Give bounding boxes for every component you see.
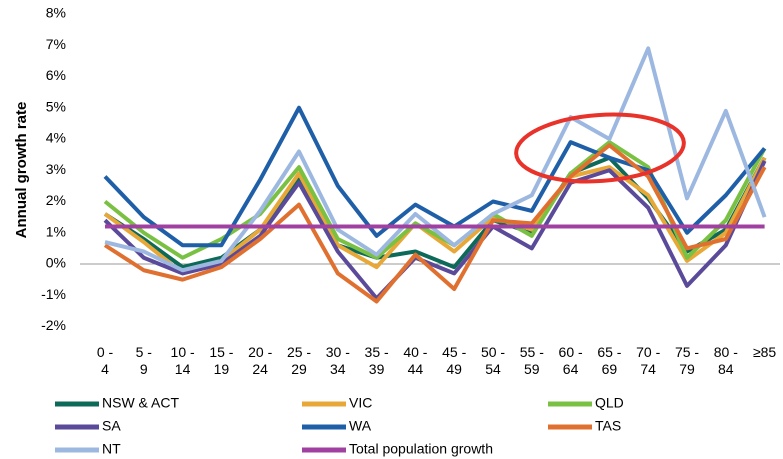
legend-label: SA bbox=[102, 418, 121, 434]
x-tick-label: 10 - 14 bbox=[170, 344, 195, 377]
legend-label: Total population growth bbox=[349, 441, 493, 457]
y-axis-label: Annual growth rate bbox=[13, 102, 30, 239]
legend-label: NT bbox=[102, 441, 121, 457]
series-line bbox=[103, 143, 767, 304]
legend-label: TAS bbox=[595, 418, 621, 434]
y-tick-label: 6% bbox=[46, 67, 66, 83]
y-tick-label: 2% bbox=[46, 192, 66, 208]
x-tick-label: 75 - 79 bbox=[674, 344, 700, 377]
x-tick-label: 0 - 4 bbox=[96, 344, 114, 377]
x-tick-label: 35 - 39 bbox=[364, 344, 389, 377]
plot-area: -2% -1% 0% 1% 2% 3% 4% 5% 6% 7% 8% bbox=[41, 5, 780, 333]
y-tick-label: 7% bbox=[46, 36, 66, 52]
x-tick-label: 60 - 64 bbox=[558, 344, 583, 377]
x-tick-label: 15 - 19 bbox=[209, 344, 234, 377]
legend-label: NSW & ACT bbox=[102, 395, 179, 411]
y-tick-label: 5% bbox=[46, 98, 66, 114]
y-tick-label: -1% bbox=[41, 286, 66, 302]
x-tick-label: 70 - 74 bbox=[636, 344, 661, 377]
y-tick-label: 4% bbox=[46, 130, 66, 146]
x-tick-label: 45 - 49 bbox=[442, 344, 467, 377]
x-tick-label: 40 - 44 bbox=[403, 344, 428, 377]
series-line bbox=[103, 105, 767, 248]
y-tick-label: -2% bbox=[41, 317, 66, 333]
x-tick-label: 80 - 84 bbox=[713, 344, 738, 377]
series-line bbox=[104, 46, 767, 273]
legend-label: VIC bbox=[349, 395, 372, 411]
legend-label: WA bbox=[349, 418, 372, 434]
x-tick-label: 20 - 24 bbox=[248, 344, 273, 377]
y-tick-label: 0% bbox=[46, 255, 66, 271]
x-tick-label: 5 - 9 bbox=[135, 344, 152, 377]
x-tick-label: 50 - 54 bbox=[480, 344, 506, 377]
x-tick-label: 25 - 29 bbox=[286, 344, 312, 377]
x-tick-label: 65 - 69 bbox=[597, 344, 622, 377]
highlight-ellipse bbox=[514, 112, 686, 184]
y-tick-label: 8% bbox=[46, 5, 66, 21]
y-tick-label: 1% bbox=[46, 223, 66, 239]
series-line bbox=[103, 160, 767, 301]
x-tick-label: ≥85 bbox=[752, 344, 777, 360]
y-tick-label: 3% bbox=[46, 161, 66, 177]
legend: NSW & ACT VIC QLD SA WA TAS NT Total population… bbox=[55, 395, 624, 457]
legend-label: QLD bbox=[595, 395, 624, 411]
x-tick-label: 55 - 59 bbox=[519, 344, 544, 377]
x-tick-label: 30 - 34 bbox=[325, 344, 350, 377]
